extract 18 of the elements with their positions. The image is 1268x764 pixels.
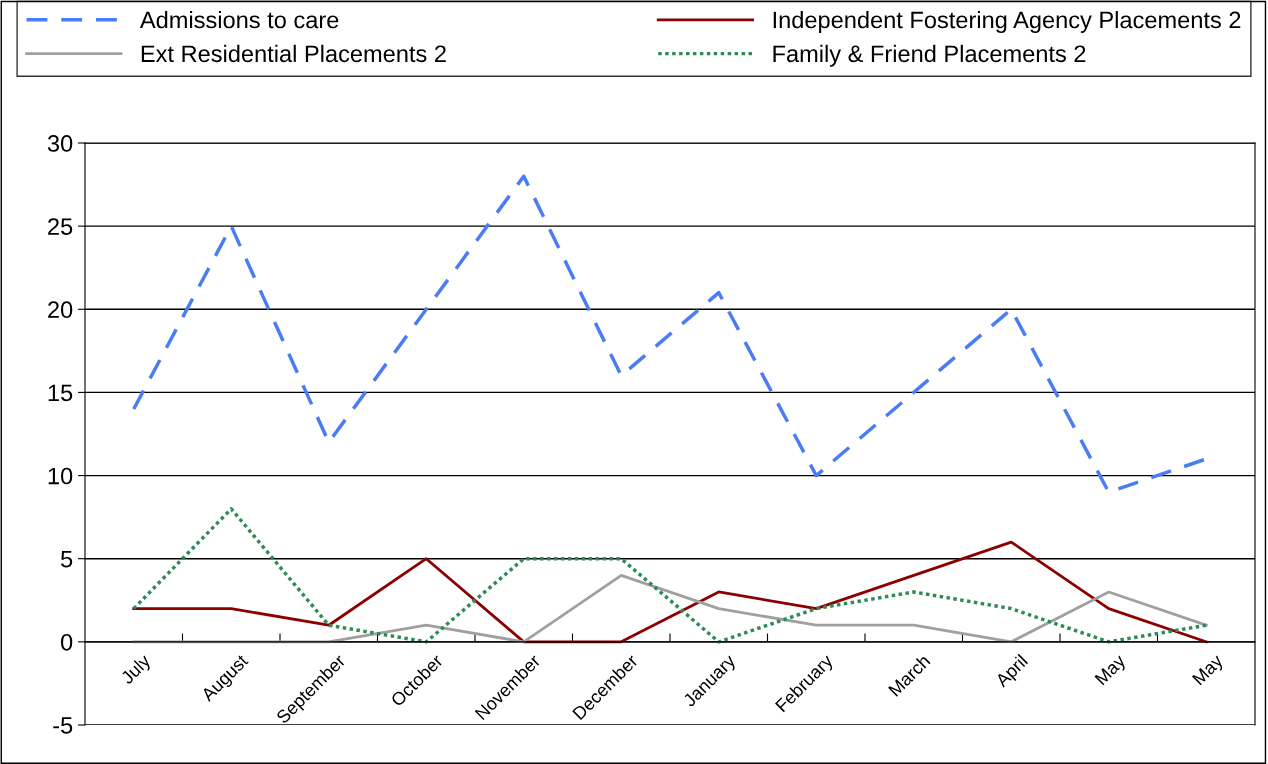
- y-tick-label: 25: [48, 218, 73, 235]
- x-tick-label: July: [119, 652, 154, 688]
- y-tick-label: 0: [60, 633, 73, 651]
- x-tick-label: May: [1191, 653, 1227, 688]
- y-tick-label: 15: [48, 384, 73, 402]
- y-tick-label: 5: [61, 551, 73, 568]
- legend-label: Ext Residential Placements 2: [141, 44, 446, 63]
- y-tick-label: 30: [47, 135, 73, 152]
- line-series: [132, 540, 1208, 644]
- y-tick-label: 10: [48, 467, 73, 485]
- legend-label: Admissions to care: [139, 10, 339, 29]
- y-tick-label: -5: [53, 717, 73, 734]
- x-tick-label: May: [1094, 653, 1129, 688]
- legend-label: Family & Friend Placements 2: [773, 44, 1086, 67]
- line-series: [132, 573, 1208, 644]
- legend-label: Independent Fostering Agency Placements 2: [773, 10, 1241, 33]
- line-series: [132, 507, 1208, 644]
- y-tick-label: 20: [48, 301, 73, 319]
